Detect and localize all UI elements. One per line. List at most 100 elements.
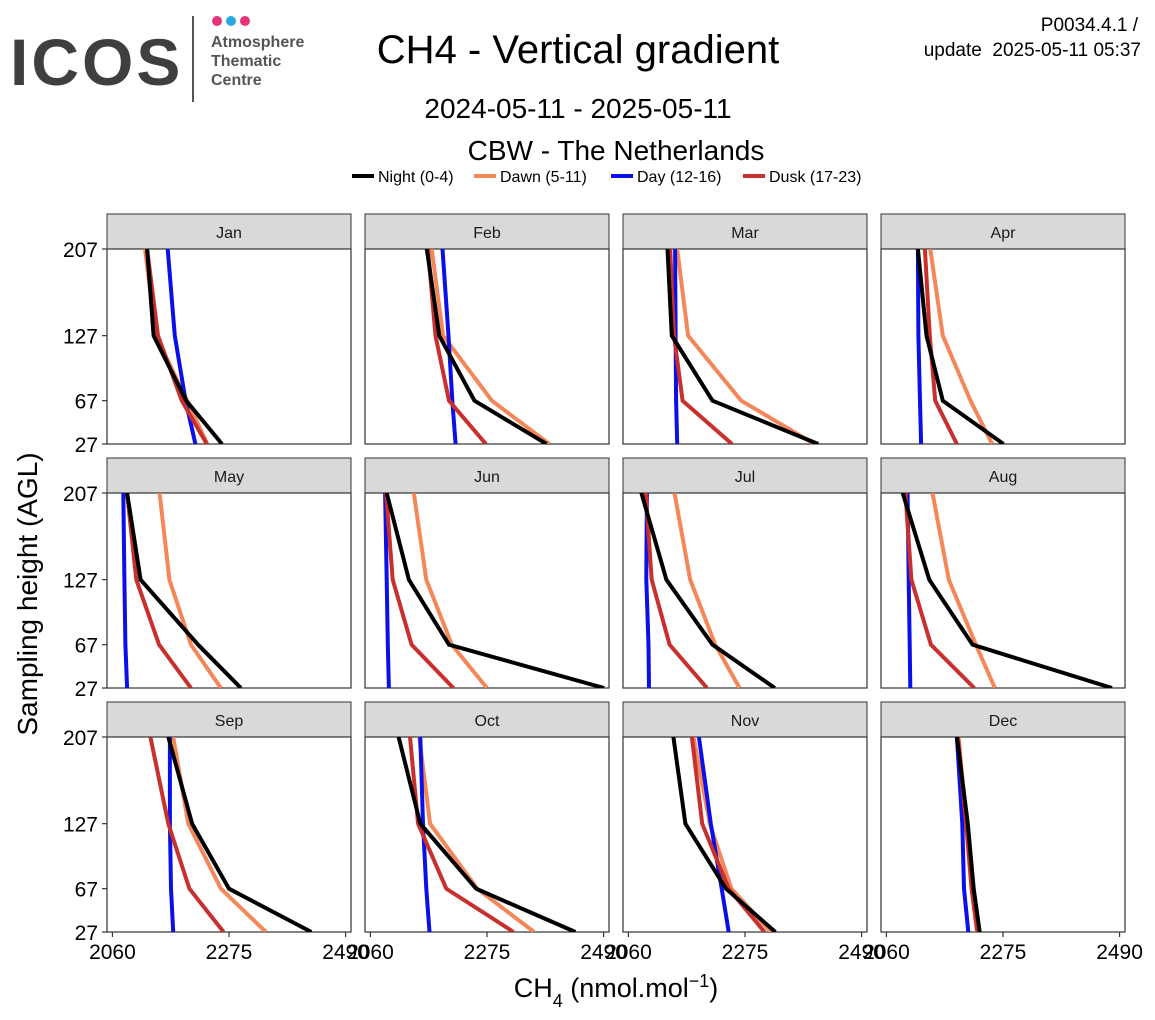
x-tick-label-nov-2490: 2490 [838, 941, 885, 964]
series-line-dusk-nov [689, 737, 767, 932]
x-tick-label-nov-2060: 2060 [605, 941, 652, 964]
y-tick-label-jan-127: 127 [63, 326, 98, 349]
panel-plot-area-aug [880, 492, 1126, 689]
logo-dot-2 [226, 16, 236, 26]
panel-series-aug [900, 493, 1113, 688]
y-tick-label-sep-27: 27 [75, 922, 98, 945]
series-line-day-dec [954, 737, 971, 932]
x-tick-label-dec-2060: 2060 [863, 941, 910, 964]
panel-plot-area-feb [364, 248, 610, 445]
panel-plot-area-dec [880, 736, 1126, 933]
series-line-night-may [125, 493, 243, 688]
panel-series-mar [665, 249, 819, 444]
series-line-dusk-sep [148, 737, 226, 932]
series-line-night-oct [396, 737, 577, 932]
panel-series-jan [143, 249, 224, 444]
panel-strip-apr [880, 213, 1126, 250]
panel-title-sep: Sep [215, 713, 244, 730]
panel-title-apr: Apr [991, 225, 1017, 242]
x-axis-title: CH4 (nmol.mol−1) [514, 971, 719, 1011]
panel-may: May 27 67 127 207 [63, 457, 352, 701]
x-tick-label-sep-2275: 2275 [206, 941, 253, 964]
panel-series-sep [148, 737, 313, 932]
panel-series-nov [671, 737, 777, 932]
panel-title-aug: Aug [989, 469, 1017, 486]
series-line-dusk-aug [903, 493, 976, 688]
panel-series-jul [639, 493, 776, 688]
logo-subtitle-line-1: Atmosphere [211, 34, 304, 51]
panel-title-jul: Jul [735, 469, 755, 486]
series-line-day-sep [167, 737, 176, 932]
y-tick-label-sep-207: 207 [63, 727, 98, 750]
series-line-dusk-apr [922, 249, 959, 444]
legend-label-dusk: Dusk (17-23) [769, 169, 861, 186]
icos-logo: ICOS Atmosphere Thematic Centre [10, 16, 304, 102]
series-line-dawn-jun [411, 493, 489, 688]
version-label: P0034.4.1 / [1041, 15, 1139, 36]
panel-nov: Nov 2060 2275 2490 [605, 701, 885, 964]
panel-title-jun: Jun [474, 469, 500, 486]
series-line-day-feb [440, 249, 458, 444]
legend-label-dawn: Dawn (5-11) [500, 169, 587, 186]
logo-dot-3 [240, 16, 250, 26]
chart-subtitle: 2024-05-11 - 2025-05-11 [424, 93, 731, 124]
series-line-night-jun [384, 493, 605, 688]
panel-series-dec [954, 737, 982, 932]
panel-dec: Dec 2060 2275 2490 [863, 701, 1143, 964]
panel-title-may: May [214, 469, 244, 486]
x-tick-label-oct-2490: 2490 [580, 941, 627, 964]
series-line-day-jul [644, 493, 651, 688]
series-line-day-jun [383, 493, 391, 688]
legend: Night (0-4) Dawn (5-11) Day (12-16) Dusk (1… [352, 169, 861, 186]
series-line-dusk-jul [643, 493, 709, 688]
x-tick-label-sep-2060: 2060 [89, 941, 136, 964]
y-axis-title: Sampling height (AGL) [12, 452, 43, 735]
panel-mar: Mar [622, 213, 868, 445]
chart-title: CH4 - Vertical gradient [377, 28, 779, 72]
panel-series-feb [424, 249, 551, 444]
series-line-night-apr [915, 249, 1005, 444]
series-line-dawn-may [157, 493, 223, 688]
series-line-dawn-oct [417, 737, 536, 932]
panel-title-feb: Feb [473, 225, 501, 242]
series-line-night-feb [424, 249, 548, 444]
panel-series-jun [383, 493, 605, 688]
series-line-dusk-mar [668, 249, 734, 444]
series-line-day-apr [915, 249, 924, 444]
panel-apr: Apr [880, 213, 1126, 445]
y-tick-label-may-67: 67 [75, 635, 98, 658]
panel-series-oct [396, 737, 577, 932]
station-label: CBW - The Netherlands [468, 135, 765, 166]
panel-plot-area-jun [364, 492, 610, 689]
series-line-day-may [121, 493, 130, 688]
panel-plot-area-jan [106, 248, 352, 445]
panel-plot-area-may [106, 492, 352, 689]
logo-subtitle-line-3: Centre [211, 72, 262, 89]
panel-plot-area-mar [622, 248, 868, 445]
panel-series-apr [915, 249, 1005, 444]
panel-title-oct: Oct [475, 713, 500, 730]
series-line-dawn-feb [429, 249, 551, 444]
panel-strip-jun [364, 457, 610, 494]
series-line-dusk-jun [384, 493, 455, 688]
series-line-night-mar [665, 249, 819, 444]
y-tick-label-sep-67: 67 [75, 879, 98, 902]
panel-plot-area-oct [364, 736, 610, 933]
panel-title-dec: Dec [989, 713, 1017, 730]
panel-strip-mar [622, 213, 868, 250]
panel-feb: Feb [364, 213, 610, 445]
x-axis-title-subscript: 4 [553, 991, 563, 1011]
x-tick-label-dec-2490: 2490 [1096, 941, 1143, 964]
legend-label-day: Day (12-16) [637, 169, 721, 186]
series-line-day-oct [418, 737, 432, 932]
y-tick-label-jan-207: 207 [63, 239, 98, 262]
y-tick-label-jan-27: 27 [75, 434, 98, 457]
legend-label-night: Night (0-4) [378, 169, 454, 186]
update-label: update 2025-05-11 05:37 [924, 40, 1141, 61]
panel-strip-oct [364, 701, 610, 738]
series-line-night-sep [166, 737, 313, 932]
panel-title-jan: Jan [216, 225, 242, 242]
panel-title-nov: Nov [731, 713, 759, 730]
x-tick-label-dec-2275: 2275 [980, 941, 1027, 964]
